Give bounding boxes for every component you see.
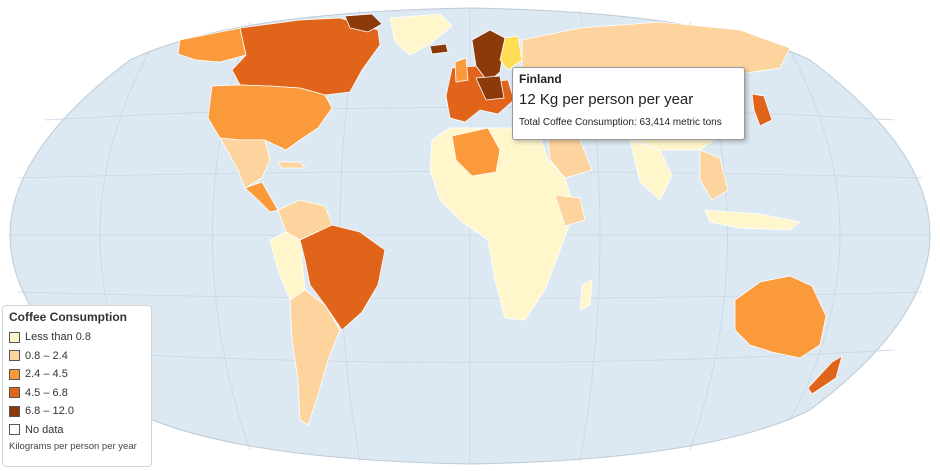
legend-item[interactable]: 4.5 – 6.8 <box>9 384 145 403</box>
legend-item[interactable]: 6.8 – 12.0 <box>9 402 145 421</box>
country-ethiopia[interactable] <box>554 194 586 227</box>
country-new-zealand[interactable] <box>807 355 843 395</box>
country-cuba[interactable] <box>277 161 306 169</box>
legend-label: 4.5 – 6.8 <box>25 386 68 399</box>
legend-unit-note: Kilograms per person per year <box>9 441 137 452</box>
legend-item[interactable]: Less than 0.8 <box>9 328 145 347</box>
country-algeria[interactable] <box>451 127 501 177</box>
tooltip-country-name: Finland <box>519 72 562 86</box>
country-iceland[interactable] <box>429 43 449 55</box>
legend-label: No data <box>25 423 64 436</box>
legend-item[interactable]: 2.4 – 4.5 <box>9 365 145 384</box>
country-greenland[interactable] <box>389 13 453 56</box>
legend-title: Coffee Consumption <box>9 310 127 324</box>
country-india[interactable] <box>629 139 673 201</box>
country-central-europe[interactable] <box>475 75 505 101</box>
legend-swatch <box>9 387 20 399</box>
legend-swatch <box>9 331 20 343</box>
legend-label: 2.4 – 4.5 <box>25 368 68 381</box>
legend-swatch <box>9 350 20 362</box>
tooltip-value: 12 Kg per person per year <box>519 91 694 108</box>
country-australia[interactable] <box>734 275 827 359</box>
legend-label: 6.8 – 12.0 <box>25 405 74 418</box>
country-indonesia[interactable] <box>704 209 801 231</box>
country-madagascar[interactable] <box>579 279 593 311</box>
map-legend: Coffee Consumption Less than 0.8 0.8 – 2… <box>2 305 152 467</box>
country-tooltip: Finland 12 Kg per person per year Total … <box>512 67 745 140</box>
country-mexico[interactable] <box>219 137 271 189</box>
country-japan[interactable] <box>751 93 773 127</box>
legend-item[interactable]: No data <box>9 421 145 440</box>
country-brazil[interactable] <box>299 224 386 331</box>
legend-label: 0.8 – 2.4 <box>25 349 68 362</box>
country-southeast-asia[interactable] <box>699 149 729 201</box>
country-canada-islands[interactable] <box>344 13 383 33</box>
tooltip-total: Total Coffee Consumption: 63,414 metric … <box>519 117 722 128</box>
legend-label: Less than 0.8 <box>25 331 92 344</box>
country-argentina[interactable] <box>289 289 341 426</box>
country-uk[interactable] <box>454 57 469 83</box>
legend-item[interactable]: 0.8 – 2.4 <box>9 347 145 366</box>
country-finland[interactable] <box>499 35 523 71</box>
legend-swatch <box>9 368 20 380</box>
legend-swatch <box>9 424 20 436</box>
legend-swatch <box>9 405 20 417</box>
